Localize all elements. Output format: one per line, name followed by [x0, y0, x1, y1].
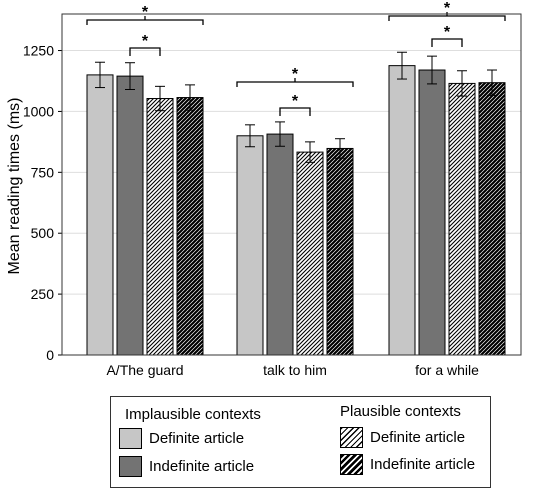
- legend-item-indefinite-plausible: Indefinite article: [340, 454, 475, 475]
- legend-item-definite-implausible: Definite article: [119, 428, 244, 449]
- legend-swatch-light-hatch: [340, 427, 363, 448]
- bar-definite-plausible: [448, 82, 476, 356]
- bar-definite-implausible: [86, 74, 114, 356]
- y-tick-label: 1000: [23, 103, 54, 119]
- bracket-line: [279, 107, 311, 116]
- plot-frame: [61, 13, 522, 356]
- error-bars: [95, 51, 497, 163]
- bar-indefinite-plausible: [176, 97, 204, 356]
- y-tick-label: 750: [31, 164, 55, 180]
- x-tick-label: A/The guard: [106, 362, 183, 378]
- axes: 0 250 500 750 1000 1250 A/The guard talk to him…: [23, 13, 522, 378]
- bar-indefinite-implausible: [266, 133, 294, 356]
- significance-star: *: [142, 4, 149, 21]
- y-tick-label: 0: [46, 347, 54, 363]
- bars: [86, 65, 506, 356]
- significance-bracket: *: [279, 93, 311, 116]
- significance-bracket: *: [86, 4, 204, 25]
- legend: Implausible contexts Plausible contexts …: [110, 396, 491, 488]
- significance-bracket: *: [388, 0, 506, 21]
- bar-definite-implausible: [236, 135, 264, 356]
- significance-star: *: [292, 93, 299, 110]
- legend-group-title-plausible: Plausible contexts: [340, 403, 461, 420]
- legend-swatch-light-gray: [119, 428, 142, 449]
- significance-star: *: [444, 24, 451, 41]
- x-tick-label: talk to him: [263, 362, 327, 378]
- y-tick-label: 250: [31, 286, 55, 302]
- legend-label: Definite article: [370, 429, 466, 446]
- y-axis-label: Mean reading times (ms): [6, 98, 23, 275]
- significance-brackets: * * * * * *: [86, 0, 506, 116]
- legend-swatch-dark-gray: [119, 456, 142, 477]
- legend-label: Indefinite article: [149, 458, 255, 475]
- legend-label: Indefinite article: [370, 456, 476, 473]
- legend-item-definite-plausible: Definite article: [340, 427, 465, 448]
- significance-star: *: [444, 0, 451, 17]
- bar-indefinite-plausible: [326, 147, 354, 356]
- significance-bracket: *: [236, 66, 354, 87]
- bracket-line: [129, 47, 161, 56]
- x-tick-label: for a while: [415, 362, 479, 378]
- y-tick-label: 1250: [23, 43, 54, 59]
- bar-definite-plausible: [296, 151, 324, 356]
- legend-item-indefinite-implausible: Indefinite article: [119, 456, 254, 477]
- legend-label: Definite article: [149, 430, 245, 447]
- legend-group-title-implausible: Implausible contexts: [125, 406, 261, 423]
- bar-definite-plausible: [146, 98, 174, 356]
- bar-indefinite-implausible: [116, 75, 144, 356]
- legend-swatch-dense-hatch: [340, 454, 363, 475]
- bar-indefinite-plausible: [478, 82, 506, 356]
- significance-bracket: *: [129, 33, 161, 56]
- bar-indefinite-implausible: [418, 69, 446, 356]
- y-tick-label: 500: [31, 225, 55, 241]
- bar-definite-implausible: [388, 65, 416, 356]
- significance-star: *: [142, 33, 149, 50]
- significance-star: *: [292, 66, 299, 83]
- bracket-line: [431, 38, 463, 47]
- bar-chart: * * * * * * 0 250 500 750 1000 1250 A/The guard talk…: [6, 0, 522, 378]
- significance-bracket: *: [431, 24, 463, 47]
